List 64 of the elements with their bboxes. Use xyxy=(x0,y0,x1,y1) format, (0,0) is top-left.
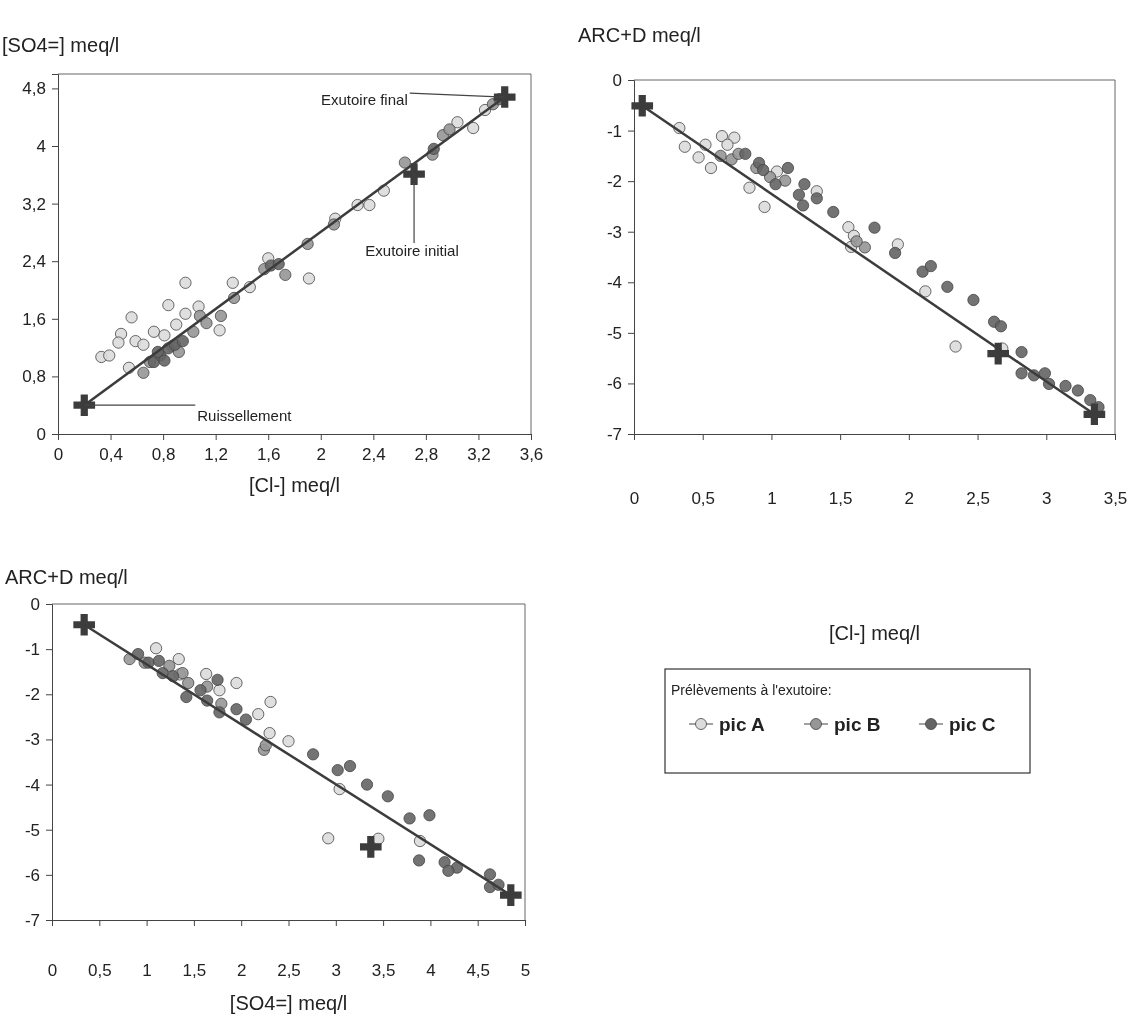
x-tick-label: 1 xyxy=(767,489,777,509)
annotation: Ruissellement xyxy=(197,407,293,425)
x-axis-title: [SO4=] meq/l xyxy=(229,992,348,1014)
legend-title: Prélèvements à l'exutoire: xyxy=(671,682,832,698)
x-tick-label: 0,4 xyxy=(99,445,123,465)
y-tick-label: 0,8 xyxy=(22,367,46,387)
y-axis-title: ARC+D meq/l xyxy=(578,24,701,46)
y-tick-label: 0 xyxy=(612,70,622,90)
x-tick-label: 4 xyxy=(426,961,436,981)
y-axis-title: [SO4=] meq/l xyxy=(2,34,120,56)
y-tick-label: -5 xyxy=(24,820,40,840)
legend-label: pic C xyxy=(949,714,996,735)
legend-label: pic A xyxy=(719,714,766,735)
x-tick-label: 4,5 xyxy=(466,961,491,981)
y-tick-label: 0 xyxy=(36,424,46,444)
x-axis-title: [Cl-] meq/l xyxy=(828,622,921,644)
y-tick-label: -2 xyxy=(24,685,40,705)
y-tick-label: -2 xyxy=(606,172,622,192)
x-tick-label: 3,5 xyxy=(1103,489,1128,509)
y-tick-label: -7 xyxy=(606,424,622,444)
y-tick-label: -5 xyxy=(606,323,622,343)
y-tick-label: -1 xyxy=(24,640,40,660)
x-axis-title: [Cl-] meq/l xyxy=(248,474,341,496)
x-tick-label: 3 xyxy=(1042,489,1052,509)
y-tick-label: 2,4 xyxy=(22,252,46,272)
x-tick-label: 2 xyxy=(904,489,915,509)
x-tick-label: 1,5 xyxy=(828,489,853,509)
x-tick-label: 1 xyxy=(142,961,152,981)
x-tick-label: 2,5 xyxy=(966,489,990,509)
x-tick-label: 0,5 xyxy=(691,489,716,509)
x-tick-label: 0 xyxy=(53,445,64,465)
x-tick-label: 5 xyxy=(520,961,531,981)
legend-label: pic B xyxy=(834,714,881,735)
y-tick-label: -4 xyxy=(606,273,622,293)
x-tick-label: 0,5 xyxy=(87,961,112,981)
x-tick-label: 2,4 xyxy=(362,445,386,465)
x-tick-label: 2,5 xyxy=(277,961,301,981)
x-tick-label: 2 xyxy=(236,961,247,981)
annotation: Exutoire initial xyxy=(365,242,459,260)
annotation: Exutoire final xyxy=(321,91,408,109)
y-tick-label: 4,8 xyxy=(22,79,46,99)
x-tick-label: 2 xyxy=(316,445,327,465)
x-tick-label: 3,6 xyxy=(519,445,544,465)
x-tick-label: 3 xyxy=(331,961,342,981)
y-tick-label: -3 xyxy=(24,730,40,750)
x-tick-label: 0,8 xyxy=(151,445,176,465)
x-tick-label: 0 xyxy=(629,489,640,509)
x-tick-label: 1,2 xyxy=(204,445,228,465)
y-tick-label: 4 xyxy=(36,136,46,156)
y-tick-label: -6 xyxy=(606,374,622,394)
x-tick-label: 1,6 xyxy=(256,445,281,465)
y-tick-label: -1 xyxy=(606,121,622,141)
y-axis-title: ARC+D meq/l xyxy=(5,566,128,588)
y-tick-label: -4 xyxy=(24,775,40,795)
y-tick-label: -6 xyxy=(24,865,40,885)
x-tick-label: 3,5 xyxy=(371,961,396,981)
y-tick-label: -3 xyxy=(606,222,622,242)
y-tick-label: 3,2 xyxy=(22,194,46,214)
y-tick-label: 0 xyxy=(30,594,40,614)
y-tick-label: -7 xyxy=(24,910,40,930)
x-tick-label: 1,5 xyxy=(182,961,207,981)
x-tick-label: 3,2 xyxy=(467,445,491,465)
y-tick-label: 1,6 xyxy=(22,309,46,329)
x-tick-label: 2,8 xyxy=(414,445,439,465)
